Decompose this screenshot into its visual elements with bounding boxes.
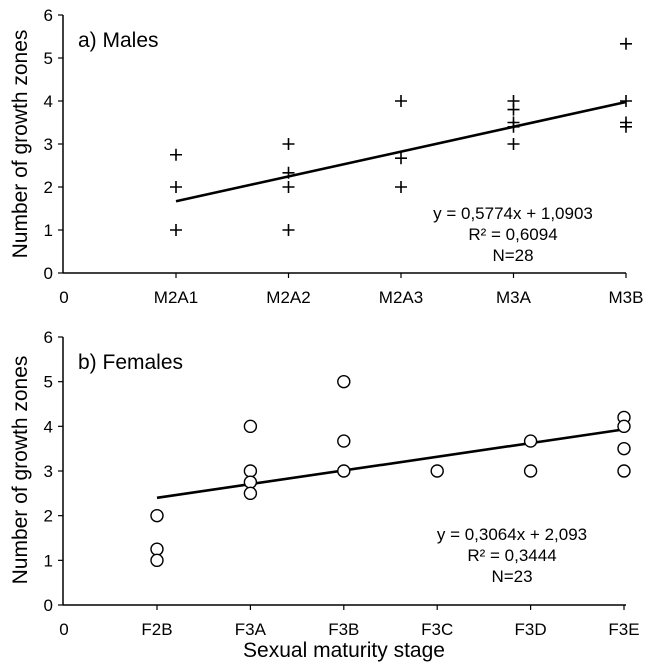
data-point-plus <box>395 152 407 165</box>
panel-males: 0 1 2 3 4 5 6 0 M2A1 M2A2 M2A3 M3A M3B Number of grow… <box>9 6 643 307</box>
data-point-circle <box>337 464 351 478</box>
x-origin-label: 0 <box>59 288 68 307</box>
data-point-circle <box>523 434 538 448</box>
trendline-annotation: y = 0,5774x + 1,0903 <box>433 204 593 223</box>
data-point-plus <box>507 103 520 116</box>
data-point-plus <box>620 37 632 50</box>
x-tick-label: M3B <box>609 288 644 307</box>
y-tick-label: 1 <box>44 551 53 570</box>
panel-label: a) Males <box>78 29 159 52</box>
trendline <box>156 428 625 500</box>
y-axis-title: Number of growth zones <box>9 30 32 259</box>
data-point-plus <box>282 224 295 236</box>
data-point-circle <box>243 475 258 489</box>
x-axis-title: Sexual maturity stage <box>243 639 445 662</box>
data-point-circle <box>617 441 631 456</box>
data-point-plus <box>170 224 182 236</box>
plus-marker <box>170 224 182 236</box>
x-tick-label: F3B <box>328 620 359 639</box>
data-point-circle <box>617 464 631 478</box>
data-point-circle <box>337 374 351 389</box>
data-point-plus <box>620 120 632 133</box>
data-point-circle <box>243 419 258 434</box>
data-point-plus <box>395 95 407 107</box>
trendline-annotation: N=28 <box>492 246 533 265</box>
y-tick-label: 2 <box>44 507 53 526</box>
plus-marker <box>170 181 182 193</box>
y-tick-label: 5 <box>44 49 53 68</box>
data-point-circle <box>617 419 631 434</box>
x-tick-label: M3A <box>496 288 532 307</box>
plus-marker <box>282 181 295 193</box>
x-tick-label: M2A1 <box>154 288 198 307</box>
data-point-circle <box>150 542 164 556</box>
x-tick-label: F3D <box>515 620 547 639</box>
y-tick-label: 6 <box>44 6 53 25</box>
trendline-annotation: y = 0,3064x + 2,093 <box>437 525 587 544</box>
plus-marker <box>620 95 632 107</box>
data-point-circle <box>150 553 164 568</box>
plus-marker <box>507 120 520 133</box>
plus-marker <box>507 138 520 150</box>
plus-marker <box>395 152 407 165</box>
data-point-plus <box>620 95 632 107</box>
data-point-plus <box>282 166 295 179</box>
y-tick-label: 4 <box>44 92 53 111</box>
x-tick-label: F2B <box>141 620 172 639</box>
trendline-annotation: N=23 <box>491 567 532 586</box>
plus-marker <box>620 120 632 133</box>
data-point-circle <box>337 434 351 448</box>
plus-marker <box>282 166 295 179</box>
data-point-plus <box>507 138 520 150</box>
y-tick-label: 2 <box>44 178 53 197</box>
plus-marker <box>620 37 632 50</box>
plus-marker <box>170 148 182 161</box>
x-tick-label: F3A <box>235 620 267 639</box>
y-tick-label: 0 <box>44 264 53 283</box>
panel-label: b) Females <box>78 351 183 374</box>
plus-marker <box>282 224 295 236</box>
plus-marker <box>507 103 520 116</box>
y-tick-label: 3 <box>44 462 53 481</box>
y-tick-label: 6 <box>44 328 53 347</box>
x-tick-label: F3E <box>608 620 639 639</box>
trendline-annotation: R² = 0,6094 <box>468 225 557 244</box>
data-point-circle <box>243 486 258 501</box>
data-point-plus <box>282 181 295 193</box>
x-tick-label: F3C <box>421 620 453 639</box>
trendline-annotation: R² = 0,3444 <box>467 546 556 565</box>
data-point-circle <box>243 464 258 478</box>
y-tick-label: 0 <box>44 596 53 615</box>
y-tick-label: 3 <box>44 135 53 154</box>
data-point-circle <box>150 508 164 523</box>
x-origin-label: 0 <box>59 620 68 639</box>
data-point-plus <box>507 120 520 133</box>
x-tick-label: M2A2 <box>266 288 310 307</box>
data-point-circle <box>430 464 444 478</box>
y-axis-title: Number of growth zones <box>9 356 32 585</box>
x-tick-label: M2A3 <box>379 288 423 307</box>
y-tick-label: 4 <box>44 417 53 436</box>
y-tick-label: 1 <box>44 221 53 240</box>
y-tick-label: 5 <box>44 373 53 392</box>
data-point-plus <box>282 138 295 150</box>
trendline <box>175 100 627 203</box>
plus-marker <box>282 138 295 150</box>
plus-marker <box>395 95 407 107</box>
data-point-plus <box>395 181 407 193</box>
plus-marker <box>395 181 407 193</box>
data-point-plus <box>170 148 182 161</box>
data-point-circle <box>523 464 538 478</box>
panel-females: 0 1 2 3 4 5 6 0 F2B F3A F3B F3C F3D F3E Number of grow… <box>9 328 640 662</box>
data-point-plus <box>170 181 182 193</box>
